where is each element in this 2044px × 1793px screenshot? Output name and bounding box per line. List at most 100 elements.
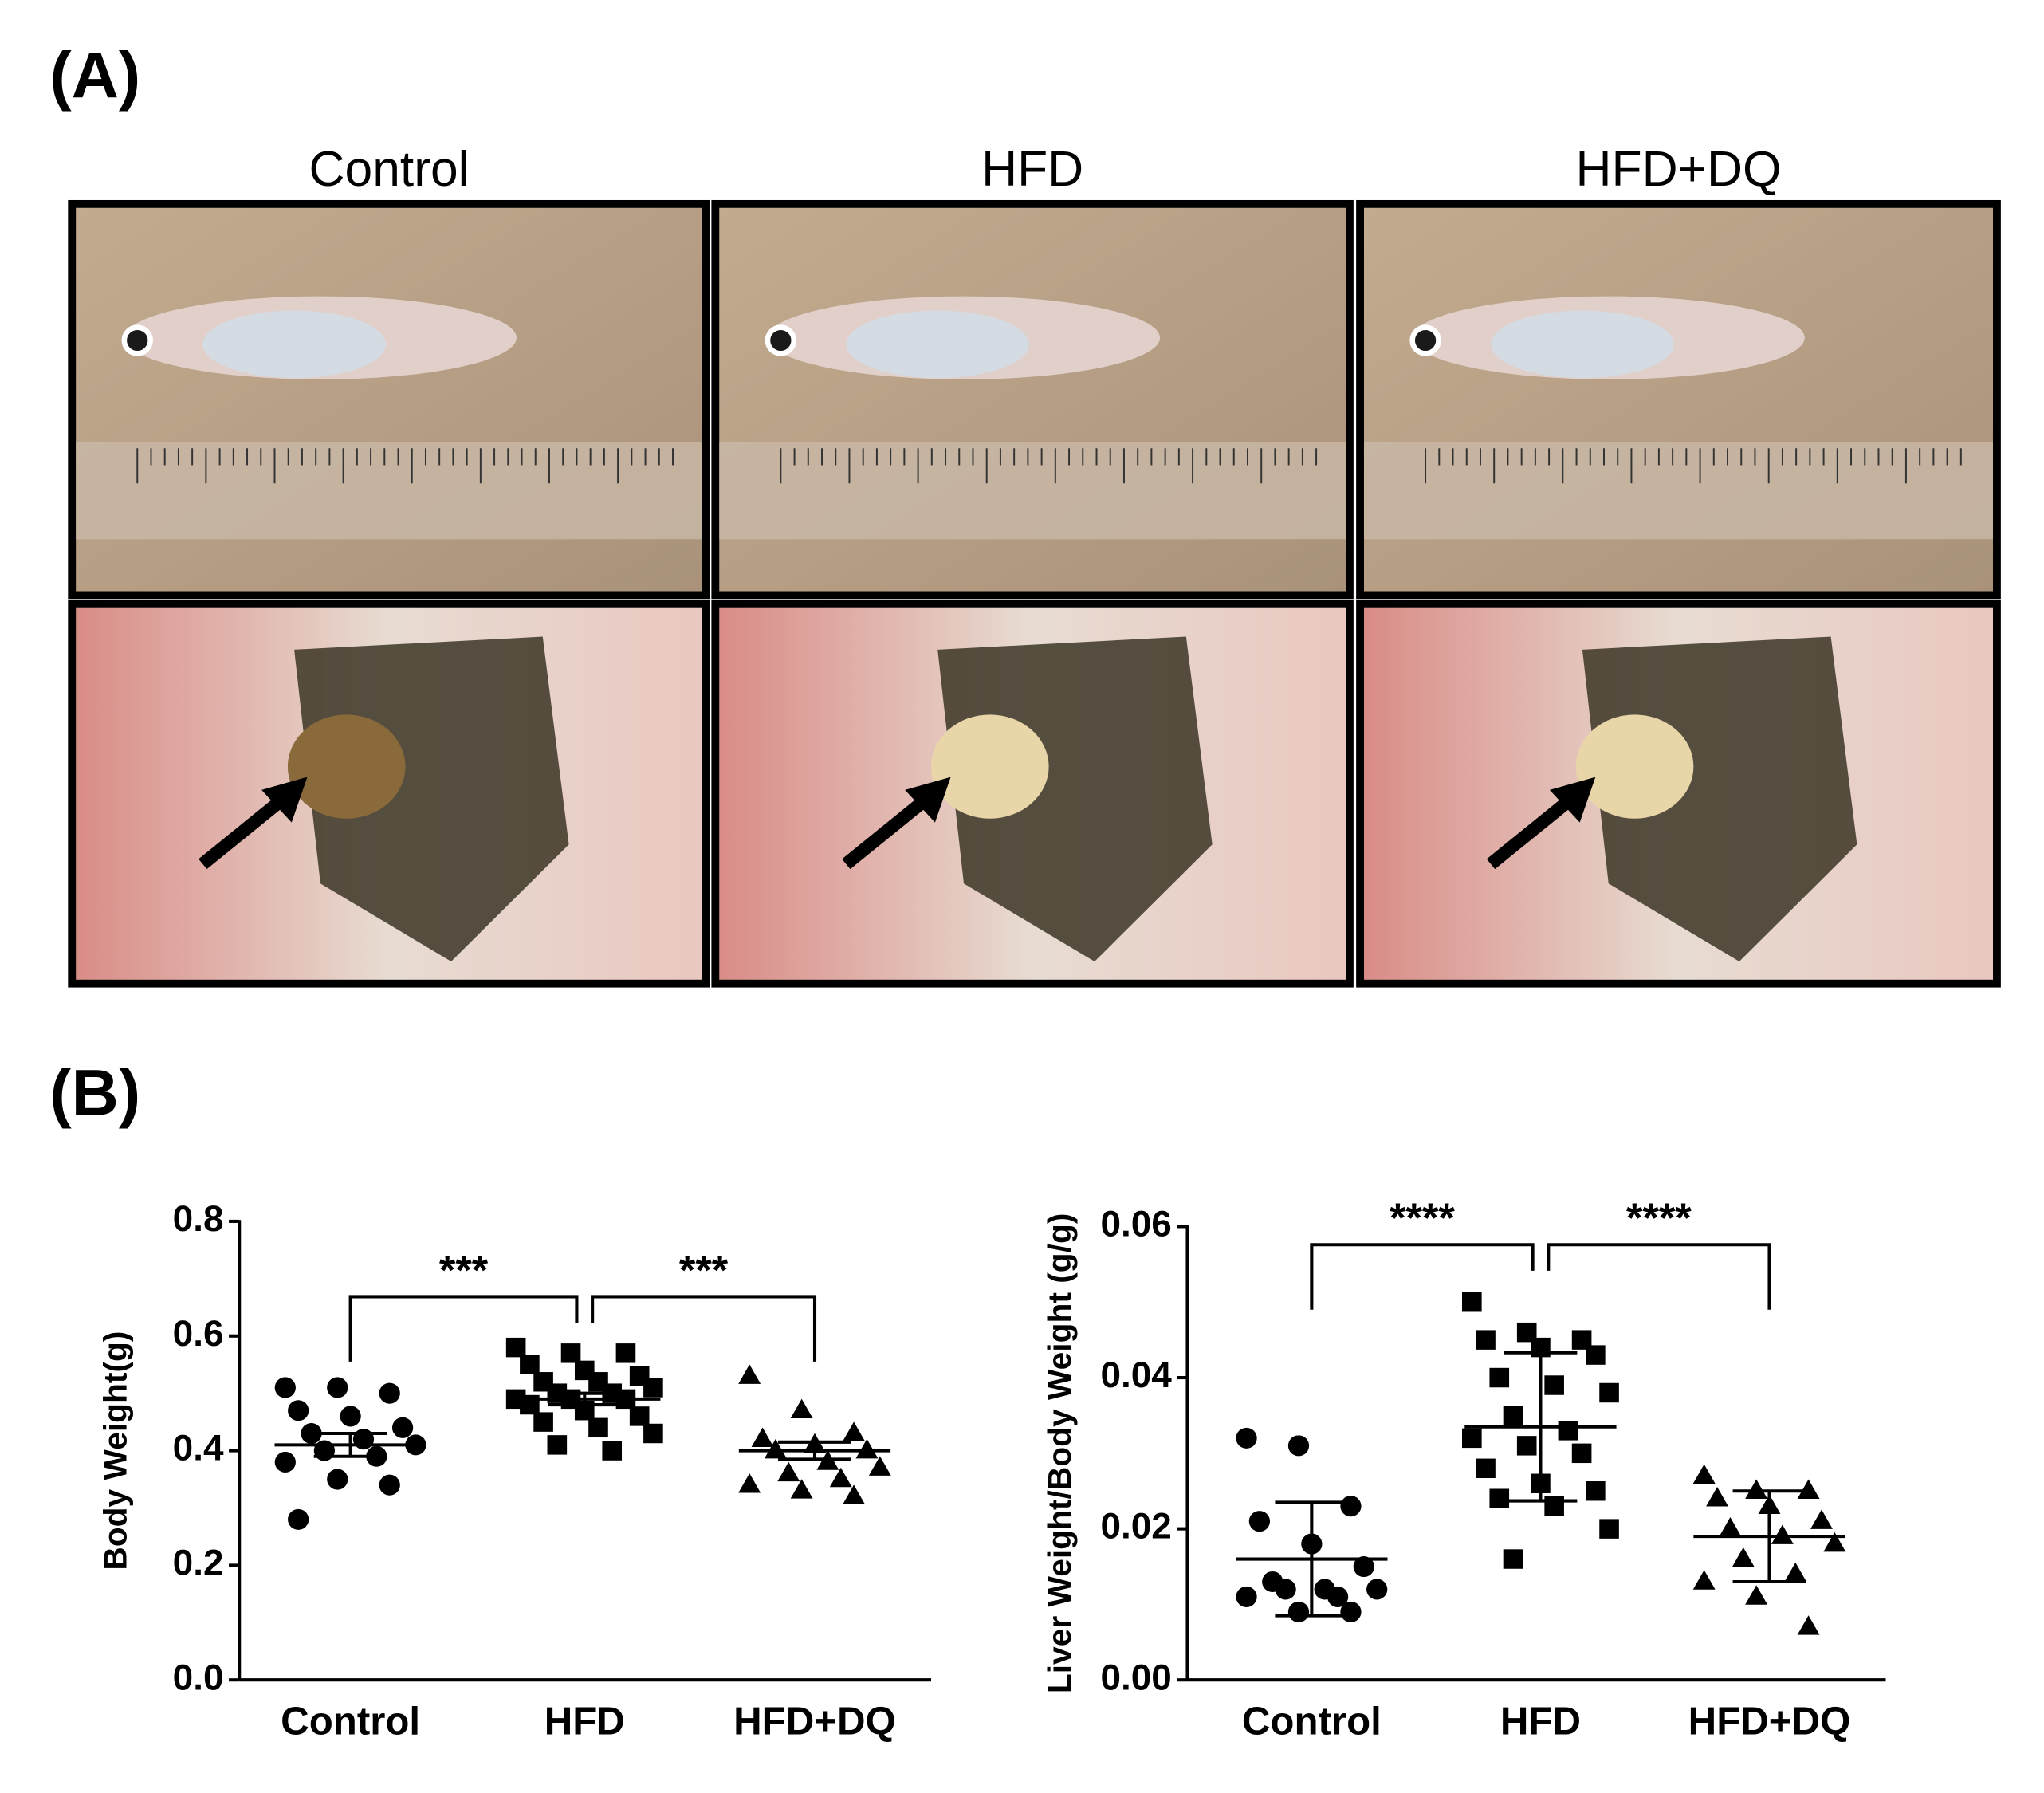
liver <box>287 714 406 819</box>
significance-bracket <box>1547 1243 1771 1310</box>
data-point <box>547 1435 568 1455</box>
data-point <box>764 1438 787 1459</box>
data-point <box>1462 1292 1482 1312</box>
data-point <box>829 1467 852 1488</box>
column-title: HFD <box>981 142 1083 197</box>
y-tick-label: 0.2 <box>173 1543 224 1583</box>
data-point <box>1745 1479 1768 1500</box>
data-point <box>843 1421 866 1441</box>
data-point <box>288 1508 309 1530</box>
panel-label: (B) <box>49 1057 140 1130</box>
fish-eye <box>1409 324 1441 356</box>
ruler <box>76 442 702 540</box>
data-point <box>1732 1547 1755 1567</box>
data-point <box>738 1473 761 1493</box>
arrow-head <box>1549 777 1596 823</box>
data-point <box>1771 1524 1794 1544</box>
x-tick-label: HFD <box>544 1701 625 1744</box>
data-point <box>868 1456 891 1476</box>
data-point <box>1489 1488 1510 1508</box>
data-point <box>379 1382 400 1404</box>
significance-bracket <box>348 1295 579 1362</box>
data-point <box>843 1484 866 1504</box>
y-tick-label: 0.02 <box>1100 1506 1171 1547</box>
panel-label: (A) <box>49 40 140 112</box>
data-point <box>1287 1601 1310 1622</box>
y-tick-label: 0.04 <box>1100 1355 1172 1395</box>
data-point <box>615 1343 636 1363</box>
data-point <box>1797 1479 1820 1500</box>
data-point <box>505 1337 526 1358</box>
x-tick-label: HFD+DQ <box>1688 1701 1851 1744</box>
data-point <box>1810 1509 1833 1529</box>
data-point <box>790 1479 813 1499</box>
data-point <box>602 1441 623 1461</box>
x-tick-label: Control <box>1242 1701 1382 1744</box>
y-tick-label: 0.00 <box>1100 1657 1171 1697</box>
significance-label: **** <box>1390 1196 1455 1242</box>
data-point <box>751 1427 774 1447</box>
y-tick-label: 0.06 <box>1100 1204 1171 1244</box>
dot-plot: 0.00 0.02 0.04 0.06 Liver Weight/Body Weight… <box>1041 1196 1886 1744</box>
data-point <box>1353 1555 1374 1578</box>
data-point <box>1476 1458 1496 1479</box>
y-tick-label: 0.6 <box>173 1313 224 1354</box>
liver <box>930 714 1049 819</box>
data-point <box>1462 1428 1482 1449</box>
y-tick-label: 0.0 <box>173 1657 224 1697</box>
arrow-shaft <box>199 790 293 870</box>
data-point <box>301 1422 322 1445</box>
data-point <box>1571 1443 1592 1464</box>
arrow-shaft <box>1486 790 1580 870</box>
data-point <box>1586 1345 1606 1365</box>
data-point <box>643 1423 663 1444</box>
column-title: Control <box>309 142 470 197</box>
significance-label: **** <box>1626 1196 1692 1242</box>
liver <box>1575 714 1694 819</box>
data-point <box>1516 1436 1537 1456</box>
data-point <box>738 1364 761 1384</box>
fish-belly <box>202 310 386 379</box>
data-point <box>327 1469 348 1490</box>
fish-belly <box>1491 310 1674 379</box>
data-point <box>1797 1615 1820 1635</box>
data-point <box>1692 1464 1716 1484</box>
data-point <box>533 1412 553 1432</box>
data-point <box>1586 1481 1606 1501</box>
data-point <box>643 1378 663 1398</box>
data-point <box>1236 1427 1257 1449</box>
data-point <box>520 1355 540 1374</box>
x-tick-label: HFD+DQ <box>733 1701 896 1744</box>
data-point <box>1275 1579 1296 1600</box>
data-point <box>1544 1375 1564 1395</box>
y-tick-label: 0.4 <box>173 1428 224 1469</box>
data-point <box>1823 1532 1846 1552</box>
data-point <box>1503 1406 1523 1425</box>
data-point <box>629 1406 650 1426</box>
data-point <box>327 1377 348 1398</box>
arrow-shaft <box>842 790 936 870</box>
data-point <box>274 1451 296 1473</box>
data-point <box>1287 1435 1310 1457</box>
y-axis-label: Liver Weight/Body Weight (g/g) <box>1041 1213 1078 1694</box>
data-point <box>777 1461 800 1482</box>
data-point <box>379 1474 400 1496</box>
x-tick-label: Control <box>281 1701 420 1744</box>
significance-label: *** <box>439 1248 489 1294</box>
column-title: HFD+DQ <box>1575 142 1781 197</box>
fish-eye <box>765 324 797 356</box>
data-point <box>1327 1586 1349 1607</box>
data-point <box>1476 1330 1496 1350</box>
data-point <box>1340 1601 1362 1622</box>
data-point <box>1599 1519 1619 1539</box>
data-point <box>1489 1367 1510 1388</box>
data-point <box>1745 1585 1768 1605</box>
data-point <box>1706 1487 1728 1507</box>
data-point <box>855 1438 879 1459</box>
data-point <box>1366 1579 1388 1600</box>
significance-bracket <box>1310 1243 1535 1310</box>
photo-grid: Control HFD HFD+DQ <box>68 142 2001 988</box>
dot-plot: 0.0 0.2 0.4 0.6 0.8 Body Weight(g) Control HFD H… <box>96 1198 931 1743</box>
